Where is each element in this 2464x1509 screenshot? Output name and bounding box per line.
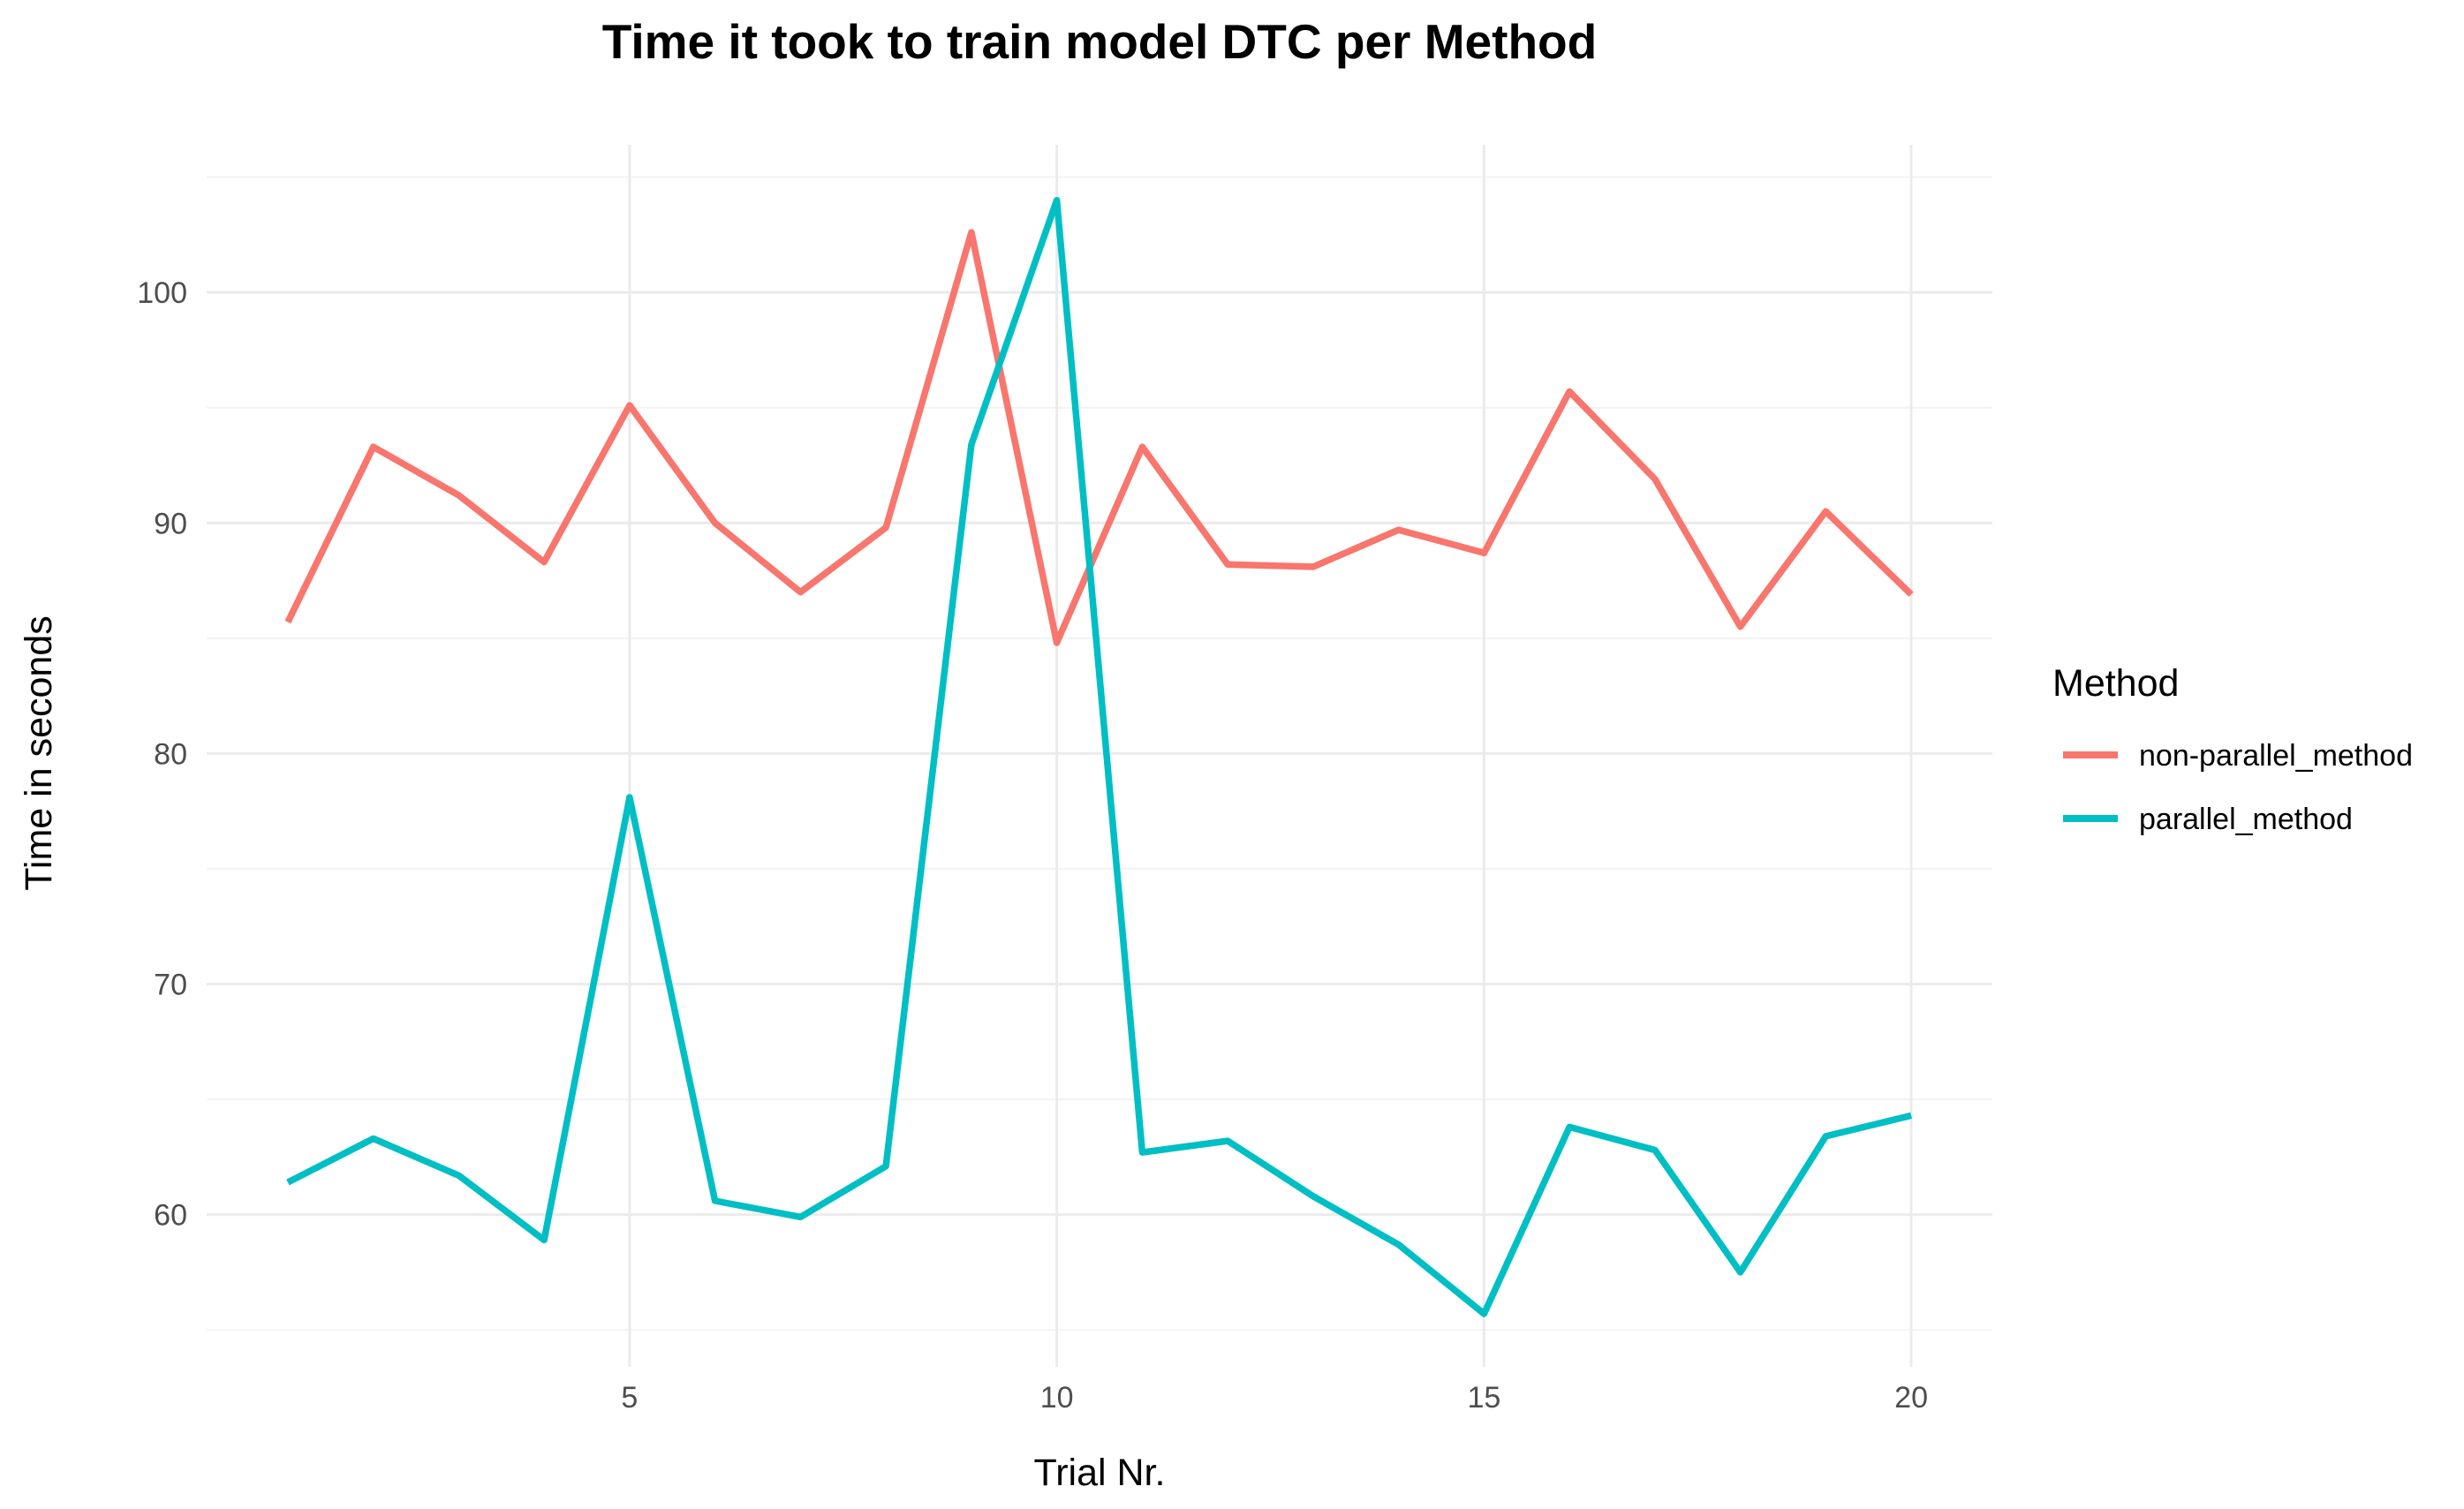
y-tick-label: 100 [137,276,187,310]
major-gridlines [207,145,1992,1367]
y-tick-label: 60 [154,1199,187,1233]
legend-label-non-parallel_method: non-parallel_method [2139,739,2413,773]
y-axis-title: Time in seconds [18,615,60,890]
y-tick-label: 80 [154,737,187,771]
x-tick-label: 20 [1894,1381,1928,1415]
y-tick-label: 90 [154,507,187,540]
x-axis-tick-labels: 5 10 15 20 [621,1381,1928,1415]
legend-title: Method [2052,662,2179,705]
chart-title: Time it took to train model DTC per Meth… [602,14,1598,69]
series-lines [284,196,1914,1317]
x-tick-label: 5 [621,1381,638,1415]
x-tick-label: 15 [1467,1381,1500,1415]
x-tick-label: 10 [1040,1381,1074,1415]
series-line-non-parallel_method [284,229,1914,646]
legend-items: non-parallel_method parallel_method [2063,739,2413,836]
x-axis-title: Trial Nr. [1034,1452,1166,1494]
legend: Method non-parallel_method parallel_metho… [2052,662,2413,836]
minor-gridlines [207,176,1992,1332]
legend-label-parallel_method: parallel_method [2139,803,2353,836]
y-axis-tick-labels: 60 70 80 90 100 [137,276,187,1233]
series-line-parallel_method [286,196,1912,1317]
y-tick-label: 70 [154,969,187,1002]
